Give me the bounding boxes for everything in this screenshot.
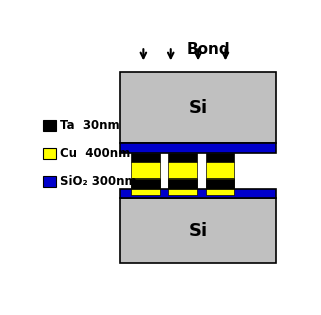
- Bar: [120, 143, 276, 152]
- Bar: [131, 179, 160, 189]
- Text: SiO₂ 300nm: SiO₂ 300nm: [60, 175, 137, 188]
- Bar: [205, 162, 234, 179]
- Bar: [43, 148, 56, 159]
- Bar: [43, 176, 56, 187]
- Bar: [168, 179, 197, 189]
- Bar: [120, 198, 276, 263]
- Bar: [168, 179, 197, 195]
- Text: Cu  400nm: Cu 400nm: [60, 147, 130, 160]
- Text: Si: Si: [188, 222, 208, 240]
- Bar: [168, 152, 197, 162]
- Bar: [131, 179, 160, 195]
- Bar: [205, 179, 234, 195]
- Bar: [120, 72, 276, 143]
- Bar: [131, 152, 160, 162]
- Bar: [120, 189, 276, 198]
- Bar: [43, 120, 56, 131]
- Bar: [205, 179, 234, 189]
- Text: Bond: Bond: [186, 42, 230, 57]
- Text: Ta  30nm: Ta 30nm: [60, 119, 120, 132]
- Bar: [131, 162, 160, 179]
- Bar: [168, 162, 197, 179]
- Bar: [205, 152, 234, 162]
- Text: Si: Si: [188, 99, 208, 117]
